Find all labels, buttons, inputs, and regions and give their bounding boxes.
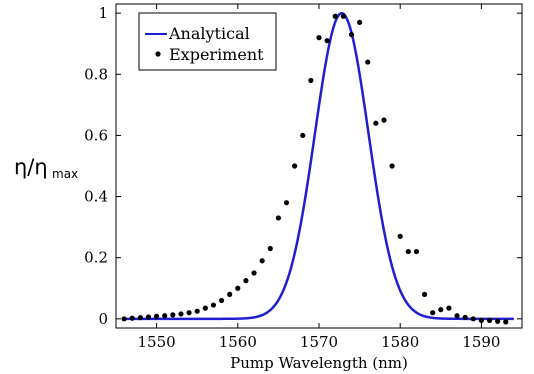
data-point-experiment: [275, 215, 281, 221]
y-tick-label: 0: [98, 310, 108, 328]
legend-box: [138, 12, 277, 71]
data-point-experiment: [478, 317, 484, 323]
data-point-experiment: [486, 317, 493, 323]
y-axis-label-subscript: max: [52, 167, 78, 181]
data-point-experiment: [446, 305, 452, 311]
series-line-analytical: [124, 11, 514, 321]
data-point-experiment: [137, 315, 143, 321]
data-point-experiment: [243, 278, 249, 284]
data-point-experiment: [365, 59, 371, 65]
series-points-experiment: [121, 13, 509, 325]
data-point-experiment: [340, 13, 346, 19]
y-axis-label: η/η max: [14, 155, 78, 181]
legend-label-experiment: Experiment: [169, 45, 264, 64]
data-point-experiment: [178, 311, 184, 317]
data-point-experiment: [300, 132, 306, 139]
y-tick-label: 0.2: [84, 249, 108, 267]
data-point-experiment: [381, 117, 387, 123]
x-tick-label: 1560: [219, 333, 257, 351]
y-tick-label: 0.6: [84, 126, 108, 144]
data-point-experiment: [121, 316, 127, 322]
data-point-experiment: [430, 310, 436, 316]
data-point-experiment: [145, 314, 152, 320]
y-axis-ticks: 0 0.2 0.4 0.6 0.8 1: [84, 4, 522, 328]
legend-label-analytical: Analytical: [168, 24, 250, 43]
y-tick-label: 0.8: [84, 65, 108, 83]
data-point-experiment: [454, 313, 460, 319]
x-tick-label: 1590: [462, 333, 500, 351]
data-point-experiment: [348, 31, 355, 38]
y-tick-label: 0.4: [84, 188, 108, 206]
data-point-experiment: [389, 163, 395, 169]
y-axis-label-main: η/η: [14, 155, 48, 179]
data-point-experiment: [210, 302, 217, 308]
data-point-experiment: [397, 233, 403, 239]
data-point-experiment: [495, 318, 501, 324]
data-point-experiment: [308, 77, 314, 84]
data-point-experiment: [194, 308, 200, 314]
data-point-experiment: [170, 312, 176, 318]
data-point-experiment: [413, 248, 420, 255]
x-axis-ticks: 1550 1560 1570 1580 1590: [138, 4, 500, 351]
data-point-experiment: [373, 120, 379, 126]
data-point-experiment: [227, 291, 233, 297]
data-point-experiment: [324, 38, 330, 44]
data-point-experiment: [218, 297, 225, 304]
data-point-experiment: [235, 285, 241, 291]
legend-dot-swatch: [155, 51, 161, 57]
data-point-experiment: [267, 245, 273, 252]
x-tick-label: 1570: [300, 333, 338, 351]
data-point-experiment: [421, 291, 428, 297]
data-point-experiment: [154, 313, 160, 319]
data-point-experiment: [332, 13, 338, 19]
data-point-experiment: [129, 315, 135, 321]
data-point-experiment: [251, 270, 257, 276]
data-point-experiment: [438, 307, 444, 313]
data-point-experiment: [357, 19, 363, 25]
data-point-experiment: [405, 248, 411, 255]
legend: Analytical Experiment: [138, 12, 277, 71]
data-point-experiment: [283, 200, 290, 206]
data-point-experiment: [259, 258, 265, 264]
x-tick-label: 1580: [381, 333, 419, 351]
plot-area: 1550 1560 1570 1580 1590 0 0.2 0.4 0.6 0.8 1: [84, 3, 523, 351]
data-point-experiment: [462, 314, 468, 320]
x-tick-label: 1550: [138, 333, 176, 351]
data-point-experiment: [316, 35, 322, 41]
data-point-experiment: [470, 316, 476, 322]
data-point-experiment: [292, 163, 298, 169]
y-tick-label: 1: [98, 4, 108, 22]
data-point-experiment: [202, 305, 208, 311]
x-axis-label: Pump Wavelength (nm): [230, 354, 408, 372]
data-point-experiment: [186, 310, 192, 316]
data-point-experiment: [162, 313, 168, 319]
data-point-experiment: [503, 319, 509, 325]
